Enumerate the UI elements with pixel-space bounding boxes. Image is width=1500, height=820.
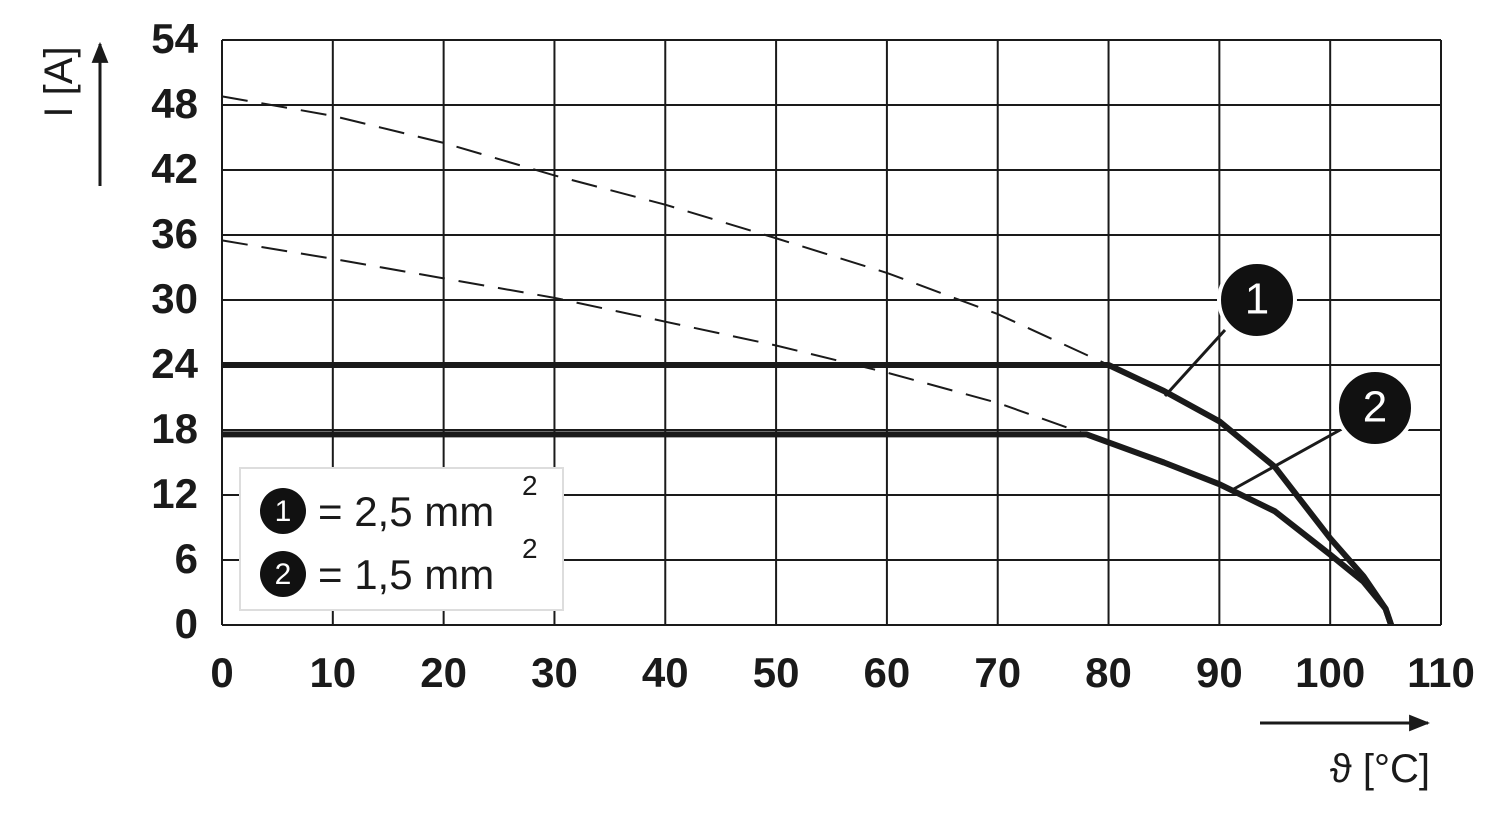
x-tick-label: 90	[1196, 649, 1243, 696]
legend-label-sup: 2	[522, 533, 538, 564]
x-tick-label: 100	[1295, 649, 1365, 696]
y-axis-label: I [A]	[37, 46, 81, 117]
x-axis-label: ϑ [°C]	[1330, 747, 1430, 791]
x-tick-label: 50	[753, 649, 800, 696]
legend-label: = 2,5 mm	[318, 488, 494, 535]
y-tick-label: 6	[175, 535, 198, 582]
y-tick-label: 0	[175, 600, 198, 647]
x-tick-label: 70	[974, 649, 1021, 696]
x-tick-label: 0	[210, 649, 233, 696]
y-tick-label: 54	[151, 15, 198, 62]
x-tick-label: 30	[531, 649, 578, 696]
callout-label: 1	[1245, 275, 1269, 324]
y-tick-label: 42	[151, 145, 198, 192]
y-tick-label: 48	[151, 80, 198, 127]
y-tick-label: 18	[151, 405, 198, 452]
y-tick-label: 24	[151, 340, 198, 387]
callout	[1217, 260, 1297, 340]
x-tick-label: 40	[642, 649, 689, 696]
legend-marker-label: 1	[275, 495, 292, 528]
leader-line	[1231, 428, 1341, 492]
legend-label-sup: 2	[522, 470, 538, 501]
legend-marker	[260, 551, 306, 597]
x-tick-label: 60	[864, 649, 911, 696]
callout-label: 2	[1363, 383, 1387, 432]
legend-marker-label: 2	[275, 558, 292, 591]
y-tick-label: 30	[151, 275, 198, 322]
legend-label: = 1,5 mm	[318, 551, 494, 598]
x-tick-label: 20	[420, 649, 467, 696]
x-tick-label: 80	[1085, 649, 1132, 696]
y-tick-label: 12	[151, 470, 198, 517]
leader-line	[1163, 328, 1227, 398]
y-tick-label: 36	[151, 210, 198, 257]
x-tick-label: 110	[1407, 649, 1475, 696]
callout	[1335, 368, 1415, 448]
extrapolation-line	[221, 95, 1109, 366]
line	[222, 431, 1394, 626]
legend: 1 = 2,5 mm 2 2 = 1,5 mm 2	[260, 470, 538, 598]
extrapolation-line	[221, 239, 1087, 436]
legend-marker	[260, 488, 306, 534]
x-tick-label: 10	[309, 649, 356, 696]
